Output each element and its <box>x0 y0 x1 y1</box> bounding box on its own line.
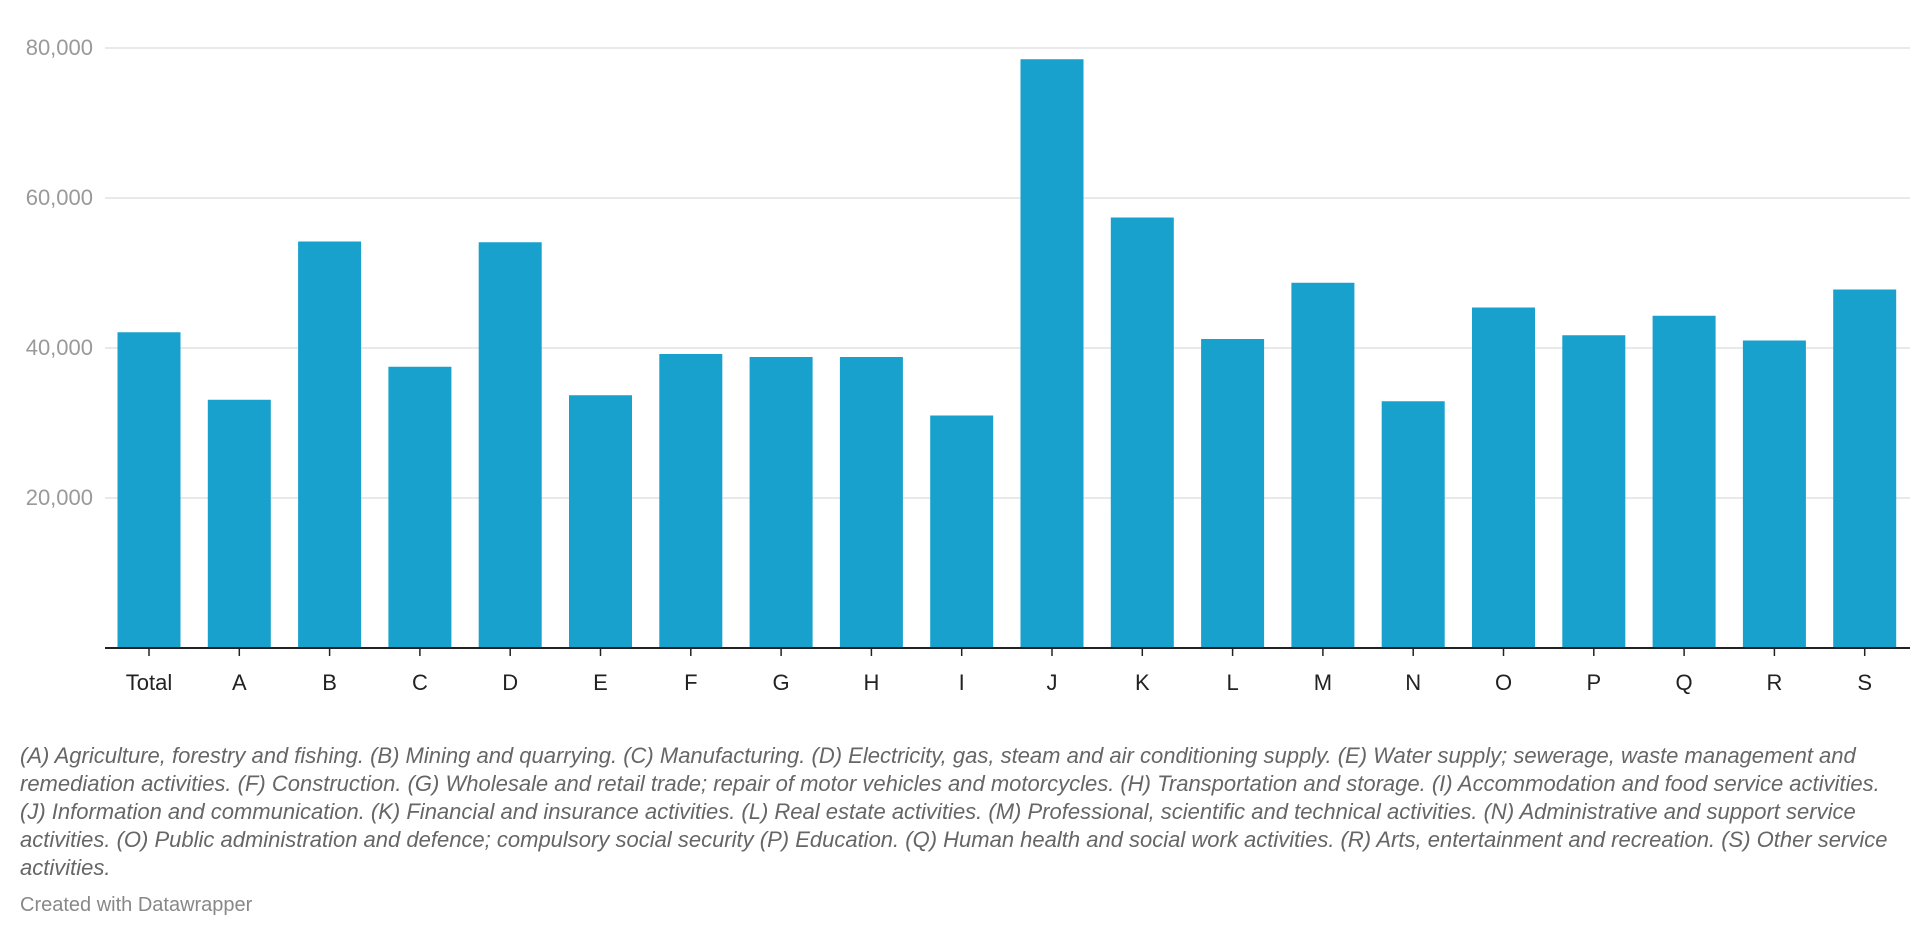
x-tick-label: E <box>593 670 608 695</box>
y-tick-label: 20,000 <box>26 485 93 510</box>
y-axis-tick-labels: 20,000 40,000 60,000 80,000 <box>26 35 93 510</box>
x-tick-label: J <box>1047 670 1058 695</box>
bar-g <box>749 357 813 648</box>
x-tick-label: K <box>1135 670 1150 695</box>
bar-r <box>1742 340 1806 648</box>
x-tick-label: S <box>1857 670 1872 695</box>
category-footnote: (A) Agriculture, forestry and fishing. (… <box>20 743 1888 880</box>
datawrapper-credit: Created with Datawrapper <box>20 894 253 916</box>
x-tick-label: Total <box>126 670 172 695</box>
x-tick-label: G <box>773 670 790 695</box>
bar-chart: 20,000 40,000 60,000 80,000 Total A B C D E F G H I J… <box>26 35 1910 695</box>
x-tick-label: D <box>502 670 518 695</box>
bar-i <box>930 415 994 648</box>
gridlines <box>105 47 1910 499</box>
bar-l <box>1201 339 1265 648</box>
y-tick-label: 40,000 <box>26 335 93 360</box>
x-tick-label: C <box>412 670 428 695</box>
x-tick-label: N <box>1405 670 1421 695</box>
x-axis-tick-labels: Total A B C D E F G H I J K L M N O P Q R S <box>126 648 1872 695</box>
bar-p <box>1562 335 1626 648</box>
x-tick-label: P <box>1586 670 1601 695</box>
x-tick-label: F <box>684 670 697 695</box>
bar-e <box>569 395 632 648</box>
bar-q <box>1652 315 1716 648</box>
bar-o <box>1472 307 1535 648</box>
x-tick-label: Q <box>1676 670 1693 695</box>
bar-m <box>1291 282 1355 648</box>
x-tick-label: H <box>863 670 879 695</box>
x-tick-label: B <box>322 670 337 695</box>
bar-total <box>117 332 181 648</box>
bar-f <box>659 354 723 648</box>
bar-c <box>388 366 452 648</box>
x-tick-label: R <box>1766 670 1782 695</box>
bar-s <box>1833 289 1897 648</box>
x-tick-label: M <box>1314 670 1332 695</box>
x-tick-label: A <box>232 670 247 695</box>
bar-b <box>298 241 362 648</box>
y-tick-label: 60,000 <box>26 185 93 210</box>
y-tick-label: 80,000 <box>26 35 93 60</box>
bar-j <box>1020 59 1084 648</box>
bar-chart-svg: 20,000 40,000 60,000 80,000 Total A B C D E F G H I J… <box>26 35 1910 695</box>
x-tick-label: O <box>1495 670 1512 695</box>
bar-n <box>1381 401 1445 648</box>
bars <box>117 59 1897 648</box>
bar-h <box>839 357 903 648</box>
bar-d <box>478 242 542 648</box>
x-tick-label: L <box>1226 670 1238 695</box>
x-tick-label: I <box>959 670 965 695</box>
bar-k <box>1110 217 1174 648</box>
bar-a <box>207 399 271 648</box>
